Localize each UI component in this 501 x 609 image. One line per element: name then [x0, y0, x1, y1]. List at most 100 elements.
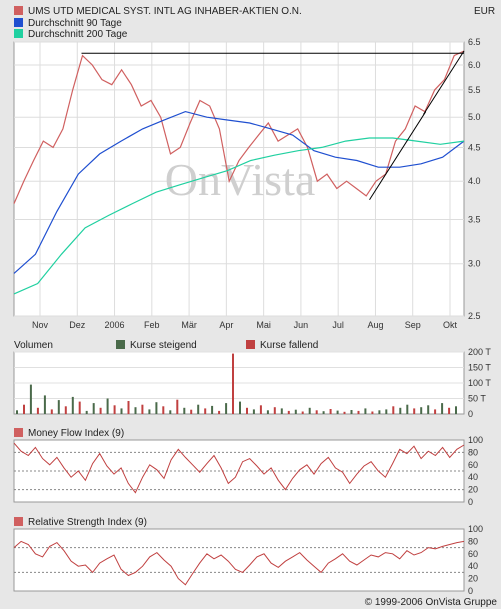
volume-bar-falling	[162, 406, 165, 415]
price-x-tick: Jun	[294, 320, 309, 330]
watermark: OnVista	[165, 154, 316, 205]
volume-bar-rising	[85, 410, 88, 414]
volume-bar-falling	[23, 404, 25, 414]
legend-swatch-ma200	[14, 29, 23, 38]
volume-y-tick: 50 T	[468, 394, 486, 404]
volume-bar-rising	[266, 410, 269, 414]
mfi-title: Money Flow Index (9)	[28, 428, 124, 439]
volume-bar-rising	[120, 408, 123, 414]
volume-bar-falling	[343, 411, 346, 414]
volume-bar-falling	[371, 411, 374, 414]
currency-label: EUR	[474, 6, 495, 17]
volume-bar-rising	[43, 395, 46, 414]
price-series-line	[13, 50, 465, 204]
mfi-y-tick: 40	[468, 472, 478, 482]
volume-bar-rising	[169, 410, 172, 414]
volume-bar-falling	[127, 401, 130, 414]
legend-label-price: UMS UTD MEDICAL SYST. INTL AG INHABER-AK…	[28, 6, 302, 17]
price-x-tick: Okt	[443, 320, 458, 330]
mfi-line	[13, 442, 465, 494]
price-y-tick: 5.0	[468, 112, 481, 122]
volume-y-ticks: 0 50 T 100 T 150 T 200 T	[468, 347, 491, 419]
price-series-line	[13, 137, 465, 295]
rsi-y-tick: 100	[468, 524, 483, 534]
volume-bar-falling	[301, 411, 304, 414]
volume-y-tick: 150 T	[468, 363, 491, 373]
price-x-tick: Jul	[332, 320, 344, 330]
volume-bar-rising	[399, 407, 402, 414]
volume-bar-rising	[134, 407, 137, 414]
trendline	[369, 111, 427, 200]
volume-bar-rising	[378, 410, 381, 414]
price-y-tick: 6.0	[468, 60, 481, 70]
price-grid	[14, 41, 464, 317]
volume-bar-rising	[155, 402, 158, 414]
legend-label-ma200: Durchschnitt 200 Tage	[28, 29, 128, 40]
rsi-y-tick: 40	[468, 561, 478, 571]
volume-bar-rising	[148, 409, 151, 414]
volume-bar-rising	[455, 406, 457, 415]
volume-bar-falling	[64, 406, 67, 415]
volume-bar-rising	[16, 410, 18, 414]
mfi-y-tick: 20	[468, 485, 478, 495]
volume-bar-falling	[448, 407, 451, 414]
price-series	[13, 50, 465, 295]
volume-bar-rising	[308, 407, 311, 414]
price-y-ticks: 2.5 3.0 3.5 4.0 4.5 5.0 5.5 6.0 6.5	[468, 37, 481, 321]
volume-bar-rising	[336, 410, 339, 414]
volume-bar-rising	[406, 404, 409, 414]
price-x-tick: Nov	[32, 320, 49, 330]
mfi-grid	[14, 451, 464, 491]
volume-bar-rising	[385, 409, 388, 414]
volume-bar-falling	[99, 407, 102, 414]
rsi-y-tick: 60	[468, 549, 478, 559]
volume-bar-rising	[197, 404, 200, 414]
price-plot-area	[13, 41, 465, 317]
rsi-y-ticks: 0 20 40 60 80 100	[468, 524, 483, 596]
mfi-y-tick: 100	[468, 435, 483, 445]
mfi-series	[13, 442, 465, 494]
volume-bar-falling	[204, 408, 207, 414]
rsi-grid	[14, 547, 464, 573]
volume-bar-rising	[71, 396, 74, 414]
price-series-line	[13, 110, 465, 274]
volume-y-tick: 200 T	[468, 347, 491, 357]
volume-title: Volumen	[14, 340, 53, 351]
price-x-ticks: Nov Dez 2006 Feb Mär Apr Mai Jun Jul Aug Sep Okt	[32, 320, 458, 330]
mfi-y-tick: 60	[468, 460, 478, 470]
rsi-y-tick: 20	[468, 574, 478, 584]
price-y-tick: 6.5	[468, 37, 481, 47]
volume-bar-falling	[113, 405, 116, 414]
rsi-y-tick: 0	[468, 586, 473, 596]
volume-bar-rising	[106, 398, 109, 414]
rsi-line	[13, 540, 465, 586]
volume-bar-falling	[50, 409, 53, 414]
trendline	[423, 50, 465, 115]
volume-bars	[16, 353, 457, 415]
volume-falling-swatch	[246, 340, 255, 349]
volume-bar-falling	[176, 399, 179, 414]
rsi-y-tick: 80	[468, 536, 478, 546]
volume-bar-falling	[413, 408, 416, 414]
volume-bar-rising	[92, 403, 95, 414]
volume-grid	[14, 351, 464, 399]
volume-bar-rising	[294, 409, 297, 414]
price-x-tick: 2006	[105, 320, 125, 330]
volume-bar-rising	[427, 405, 430, 414]
volume-bar-rising	[280, 408, 283, 414]
volume-bar-falling	[259, 405, 262, 414]
volume-bar-falling	[78, 401, 81, 414]
price-y-tick: 3.0	[468, 259, 481, 269]
price-x-tick: Apr	[219, 320, 233, 330]
legend-label-ma90: Durchschnitt 90 Tage	[28, 18, 122, 29]
volume-bar-rising	[183, 407, 186, 414]
volume-bar-falling	[315, 410, 318, 414]
price-x-tick: Feb	[144, 320, 160, 330]
volume-rising-swatch	[116, 340, 125, 349]
volume-bar-falling	[357, 410, 360, 414]
volume-bar-rising	[57, 400, 60, 414]
volume-bar-falling	[141, 404, 144, 414]
volume-bar-rising	[350, 410, 353, 414]
volume-bar-rising	[364, 408, 367, 414]
volume-bar-rising	[252, 409, 255, 414]
